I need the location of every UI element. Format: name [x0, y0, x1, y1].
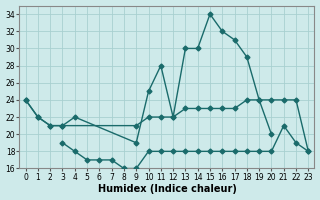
X-axis label: Humidex (Indice chaleur): Humidex (Indice chaleur): [98, 184, 236, 194]
